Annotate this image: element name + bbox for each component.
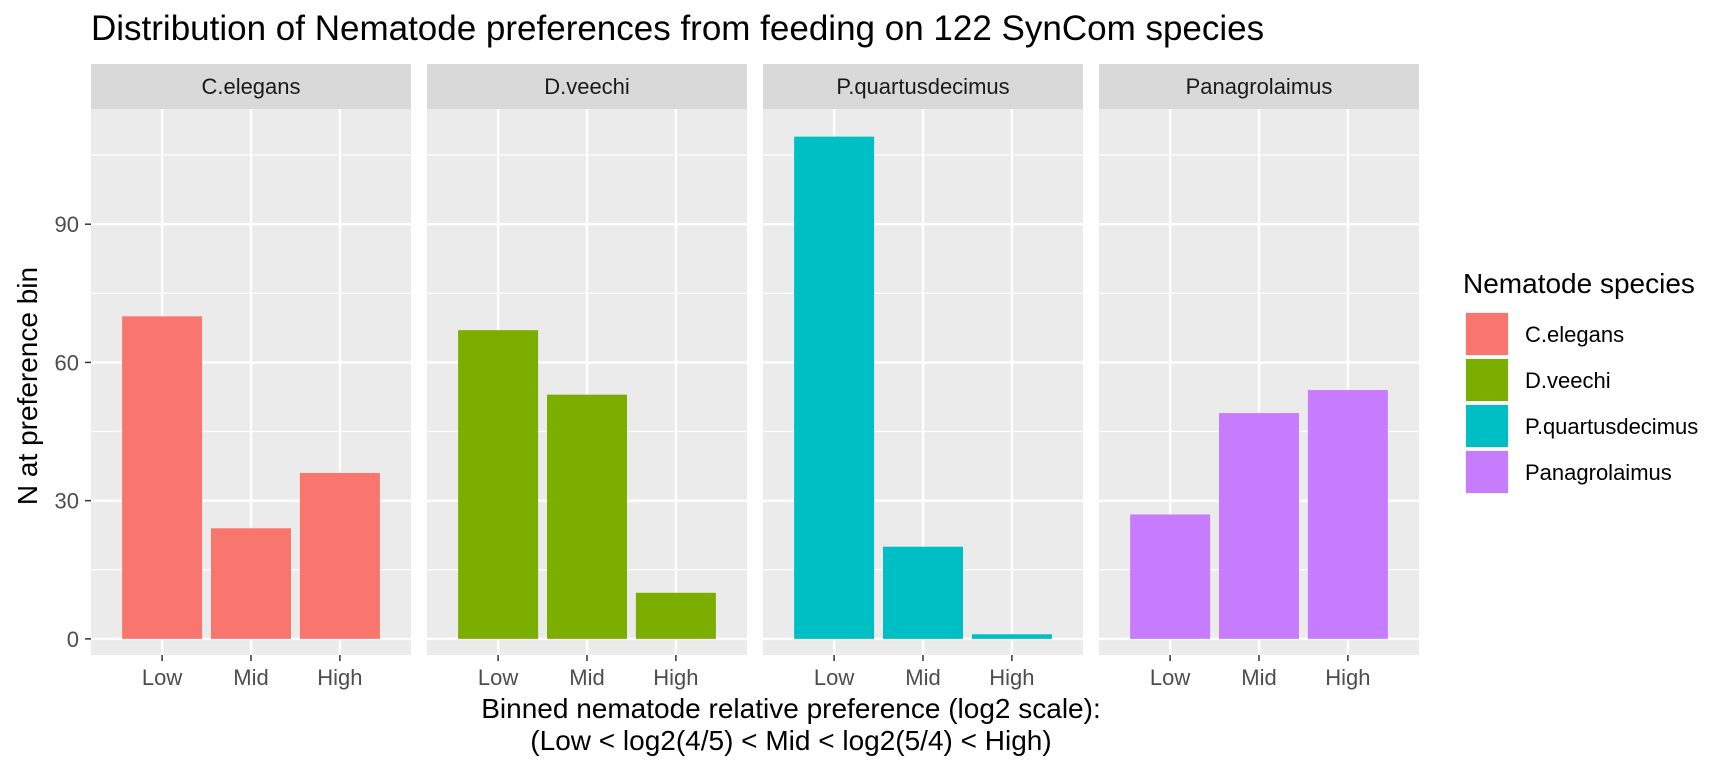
- legend-swatch: [1466, 313, 1508, 355]
- facet-strip: [427, 64, 747, 109]
- y-axis: 0 30 60 90: [55, 212, 91, 652]
- legend-item: C.elegans: [1465, 312, 1624, 356]
- legend-swatch: [1466, 359, 1508, 401]
- facet-panel: C.elegans Low Mid High: [91, 64, 411, 690]
- bar: [211, 528, 291, 639]
- bar: [1130, 514, 1211, 639]
- y-tick-label: 90: [55, 212, 79, 237]
- bar: [547, 394, 627, 639]
- x-tick-label: High: [317, 665, 362, 690]
- legend-item: P.quartusdecimus: [1465, 404, 1698, 448]
- legend-item: D.veechi: [1465, 358, 1611, 402]
- bar: [971, 634, 1052, 639]
- x-tick-label: Low: [142, 665, 182, 690]
- bar: [635, 592, 716, 639]
- x-axis-title-line2: (Low < log2(4/5) < Mid < log2(5/4) < Hig…: [530, 725, 1051, 756]
- legend-label: P.quartusdecimus: [1525, 414, 1698, 439]
- bar: [1307, 390, 1388, 639]
- legend-swatch: [1466, 451, 1508, 493]
- legend-label: C.elegans: [1525, 322, 1624, 347]
- y-tick-label: 0: [67, 627, 79, 652]
- x-tick-label: Low: [1150, 665, 1190, 690]
- legend-label: Panagrolaimus: [1525, 460, 1672, 485]
- x-tick-label: Mid: [1241, 665, 1276, 690]
- legend-swatch: [1466, 405, 1508, 447]
- x-axis-title-line1: Binned nematode relative preference (log…: [481, 693, 1100, 724]
- facet-strip: [91, 64, 411, 109]
- legend-label: D.veechi: [1525, 368, 1611, 393]
- facet-panel: D.veechi Low Mid High: [427, 64, 747, 690]
- legend: Nematode species C.elegans D.veechi P.quar…: [1463, 268, 1698, 494]
- facet-strip-label: P.quartusdecimus: [836, 74, 1009, 99]
- facet-strip: [1099, 64, 1419, 109]
- bar: [883, 546, 963, 639]
- chart-title: Distribution of Nematode preferences fro…: [91, 9, 1264, 48]
- x-tick-label: Mid: [233, 665, 268, 690]
- bar: [794, 136, 875, 639]
- x-tick-label: Mid: [905, 665, 940, 690]
- facet-strip: [763, 64, 1083, 109]
- legend-title: Nematode species: [1463, 268, 1695, 299]
- x-tick-label: High: [653, 665, 698, 690]
- bar: [122, 316, 203, 639]
- facet-panel: Panagrolaimus Low Mid High: [1099, 64, 1419, 690]
- legend-item: Panagrolaimus: [1465, 450, 1672, 494]
- facet-strip-label: C.elegans: [201, 74, 300, 99]
- x-tick-label: High: [989, 665, 1034, 690]
- x-tick-label: High: [1325, 665, 1370, 690]
- x-tick-label: Mid: [569, 665, 604, 690]
- x-tick-label: Low: [478, 665, 518, 690]
- bar: [458, 330, 539, 639]
- bar: [299, 473, 380, 639]
- x-tick-label: Low: [814, 665, 854, 690]
- y-tick-label: 60: [55, 350, 79, 375]
- facet-strip-label: Panagrolaimus: [1186, 74, 1333, 99]
- bar: [1219, 413, 1299, 639]
- facet-panel: P.quartusdecimus Low Mid High: [763, 64, 1083, 690]
- y-tick-label: 30: [55, 489, 79, 514]
- facet-strip-label: D.veechi: [544, 74, 630, 99]
- y-axis-title: N at preference bin: [12, 267, 43, 505]
